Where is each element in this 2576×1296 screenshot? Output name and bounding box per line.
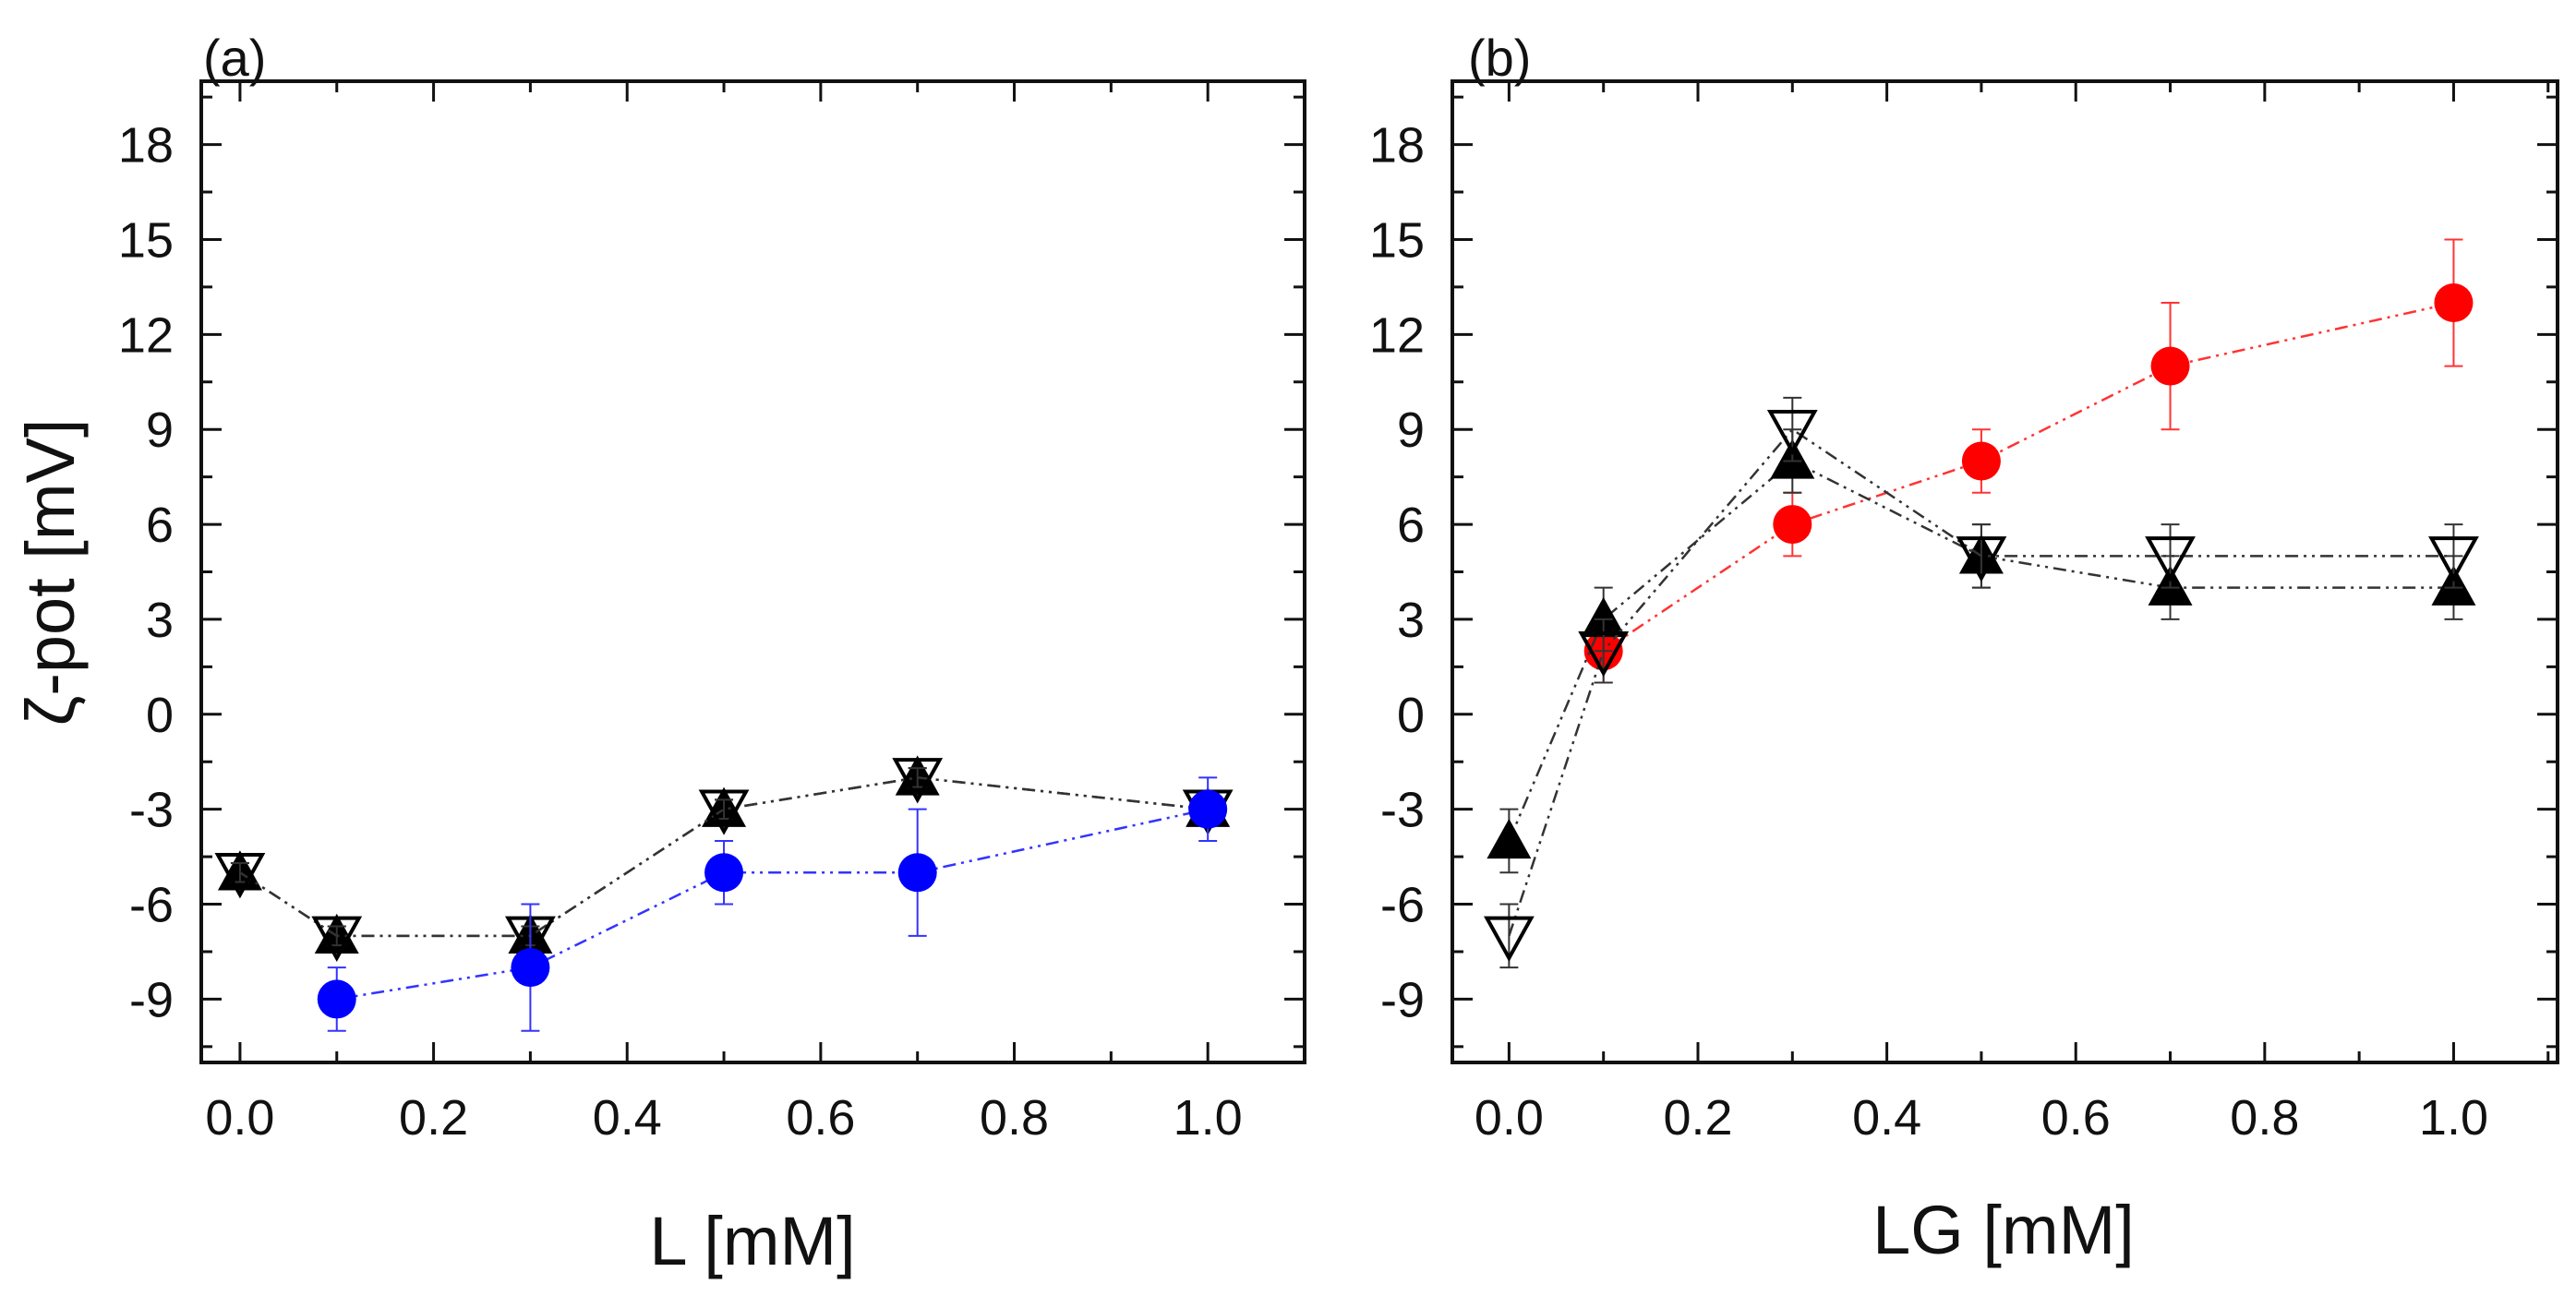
data-point (1956, 536, 2007, 582)
y-tick-label: 3 (1397, 593, 1425, 648)
x-tick-label: 0.0 (1475, 1090, 1544, 1146)
y-tick-label: -6 (1380, 878, 1425, 933)
data-point (1483, 916, 1535, 962)
panel-label-a: (a) (203, 29, 266, 87)
series-line (1508, 427, 2454, 937)
series-triangle-up (1487, 428, 2476, 874)
ticks-b: 0.0 0.2 0.4 0.6 0.8 1.0 -9 -6 -3 0 3 6 9 12 15 18 (1369, 81, 2558, 1146)
y-tick-label: 18 (118, 118, 174, 174)
data-point (311, 916, 363, 962)
data-point (1487, 818, 1532, 859)
data-point (214, 853, 266, 899)
y-tick-label: 3 (146, 593, 174, 648)
plot-frame-b (1451, 79, 2559, 1064)
y-tick-label: 6 (146, 498, 174, 553)
data-point (2150, 346, 2190, 386)
data-point (317, 979, 356, 1019)
y-tick-label: -9 (1380, 972, 1425, 1027)
x-axis-title-b: LG [mM] (1872, 1192, 2135, 1268)
y-tick-label: 15 (118, 212, 174, 268)
y-tick-label: 0 (146, 688, 174, 743)
y-tick-label: 12 (118, 307, 174, 363)
data-point (1961, 441, 2001, 481)
x-tick-label: 0.4 (593, 1090, 662, 1146)
x-tick-label: 0.2 (1663, 1090, 1732, 1146)
series-line (1602, 301, 2454, 653)
y-tick-label: 12 (1369, 307, 1425, 363)
data-point (1578, 631, 1630, 678)
y-tick-label: 18 (1369, 118, 1425, 174)
data-point (1773, 505, 1812, 545)
x-axis-title-a: L [mM] (649, 1203, 855, 1279)
y-tick-label: 9 (1397, 402, 1425, 458)
series-triangle-down-open (1483, 396, 2479, 969)
x-tick-label: 0.6 (786, 1090, 855, 1146)
data-point (1581, 596, 1626, 638)
x-tick-label: 0.6 (2041, 1090, 2111, 1146)
x-tick-label: 0.2 (399, 1090, 468, 1146)
data-point (511, 948, 550, 988)
data-point (2428, 536, 2479, 582)
y-tick-label: -3 (1380, 783, 1425, 838)
x-tick-label: 0.8 (2230, 1090, 2299, 1146)
series-line (336, 808, 1209, 1001)
series-line (239, 776, 1209, 938)
series-circle (1583, 238, 2474, 684)
data-point (2145, 536, 2196, 582)
y-tick-label: 15 (1369, 212, 1425, 268)
y-tick-label: -9 (129, 972, 174, 1027)
series-b (1483, 238, 2479, 969)
x-tick-label: 0.8 (980, 1090, 1049, 1146)
panel-label-b: (b) (1468, 29, 1531, 87)
y-tick-label: 0 (1397, 688, 1425, 743)
y-axis-title: ζ-pot [mV] (12, 419, 89, 726)
plot-frame-a (199, 79, 1306, 1064)
y-tick-label: 6 (1397, 498, 1425, 553)
data-point (1188, 789, 1228, 829)
x-tick-label: 1.0 (2419, 1090, 2488, 1146)
y-tick-label: 9 (146, 402, 174, 458)
series-circle (317, 776, 1228, 1032)
data-point (892, 758, 944, 804)
x-tick-label: 0.4 (1852, 1090, 1921, 1146)
x-tick-label: 1.0 (1174, 1090, 1243, 1146)
series-a (214, 755, 1234, 1032)
data-point (897, 853, 937, 893)
y-tick-label: -3 (129, 783, 174, 838)
panel-a: (a) 0.0 0.2 0.4 0.6 0.8 1.0 -9 -6 -3 0 3 6 9 12 15 18 L… (12, 29, 1306, 1279)
ticks-a: 0.0 0.2 0.4 0.6 0.8 1.0 -9 -6 -3 0 3 6 9 12 15 18 (118, 81, 1305, 1146)
panel-b: (b) 0.0 0.2 0.4 0.6 0.8 1.0 -9 -6 -3 0 3 6 9 12 15 18 L… (1369, 29, 2559, 1268)
y-tick-label: -6 (129, 878, 174, 933)
series-line (1508, 459, 2454, 842)
data-point (1766, 409, 1818, 456)
data-point (698, 789, 750, 835)
data-point (704, 853, 744, 893)
data-point (2434, 283, 2474, 323)
x-tick-label: 0.0 (205, 1090, 274, 1146)
